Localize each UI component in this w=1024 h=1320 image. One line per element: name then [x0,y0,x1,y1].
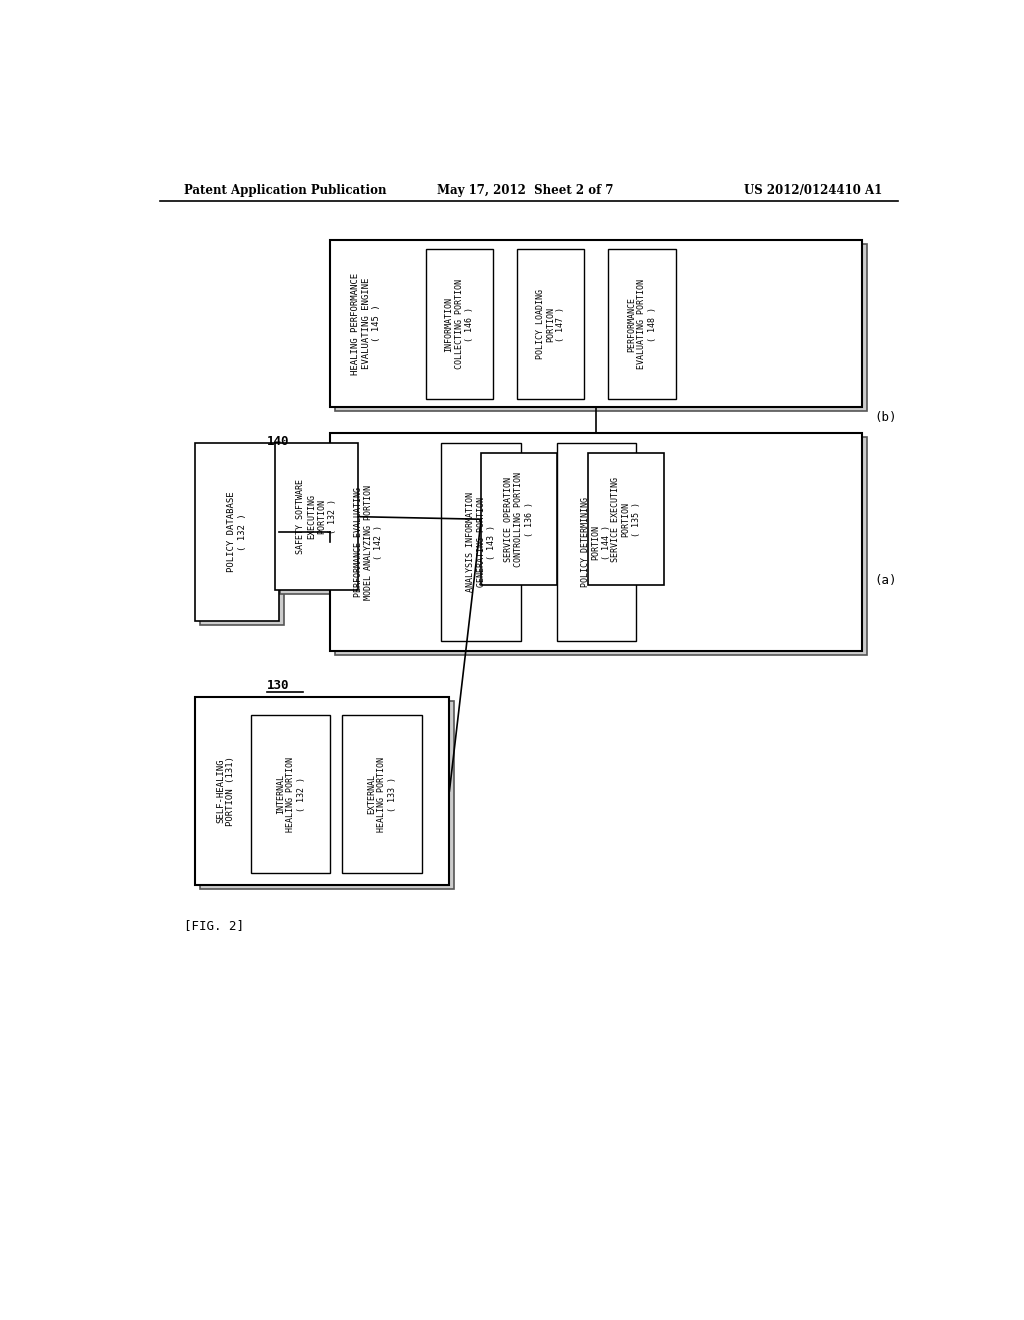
Bar [342,715,422,873]
Bar [335,437,867,656]
Bar [426,249,494,399]
Bar [201,447,284,624]
Bar [560,447,640,645]
Bar [335,244,867,412]
Text: PERFORMANCE EVALUATING
MODEL ANALYZING PORTION
( 142 ): PERFORMANCE EVALUATING MODEL ANALYZING P… [353,484,383,599]
Bar [274,444,358,590]
Text: US 2012/0124410 A1: US 2012/0124410 A1 [743,185,882,198]
Bar [331,433,862,651]
Bar [280,447,362,594]
Bar [612,253,680,404]
Text: May 17, 2012  Sheet 2 of 7: May 17, 2012 Sheet 2 of 7 [436,185,613,198]
Bar [608,249,676,399]
Bar [517,249,585,399]
Text: 130: 130 [267,678,290,692]
Text: POLICY LOADING
PORTION
( 147 ): POLICY LOADING PORTION ( 147 ) [536,289,565,359]
Text: (a): (a) [874,574,897,586]
Bar [201,701,455,890]
Text: Patent Application Publication: Patent Application Publication [183,185,386,198]
Bar [251,715,331,873]
Text: SERVICE OPERATION
CONTROLLING PORTION
( 136 ): SERVICE OPERATION CONTROLLING PORTION ( … [504,471,534,566]
Bar [486,457,561,589]
Text: INFORMATION
COLLECTING PORTION
( 146 ): INFORMATION COLLECTING PORTION ( 146 ) [444,279,474,370]
Text: SAFETY SOFTWARE
EXECUTING
PORTION
( 132 ): SAFETY SOFTWARE EXECUTING PORTION ( 132 … [296,479,337,554]
Bar [521,253,588,404]
Bar [196,444,279,620]
Bar [331,240,862,408]
Bar [441,444,521,642]
Text: INTERNAL
HEALING PORTION
( 132 ): INTERNAL HEALING PORTION ( 132 ) [275,756,305,832]
Bar [557,444,636,642]
Text: HEALING PERFORMANCE
EVALUATING ENGINE
( 145 ): HEALING PERFORMANCE EVALUATING ENGINE ( … [351,272,381,375]
Text: ANALYSIS INFORMATION
GENERATING PORTION
( 143 ): ANALYSIS INFORMATION GENERATING PORTION … [466,492,496,593]
Bar [588,453,664,585]
Text: 140: 140 [267,436,290,447]
Text: SELF-HEALING
PORTION (131): SELF-HEALING PORTION (131) [216,756,236,826]
Text: EXTERNAL
HEALING PORTION
( 133 ): EXTERNAL HEALING PORTION ( 133 ) [367,756,397,832]
Text: POLICY DETERMINING
PORTION
( 144 ): POLICY DETERMINING PORTION ( 144 ) [582,498,611,587]
Bar [346,719,426,876]
Bar [196,697,450,886]
Bar [255,719,334,876]
Bar [445,447,525,645]
Text: SERVICE EXECUTING
PORTION
( 135 ): SERVICE EXECUTING PORTION ( 135 ) [611,477,641,562]
Text: [FIG. 2]: [FIG. 2] [183,919,244,932]
Text: (b): (b) [874,411,897,424]
Bar [593,457,669,589]
Bar [481,453,557,585]
Bar [430,253,497,404]
Text: POLICY DATABASE
( 132 ): POLICY DATABASE ( 132 ) [227,491,247,573]
Text: PERFORMANCE
EVALUATING PORTION
( 148 ): PERFORMANCE EVALUATING PORTION ( 148 ) [627,279,656,370]
